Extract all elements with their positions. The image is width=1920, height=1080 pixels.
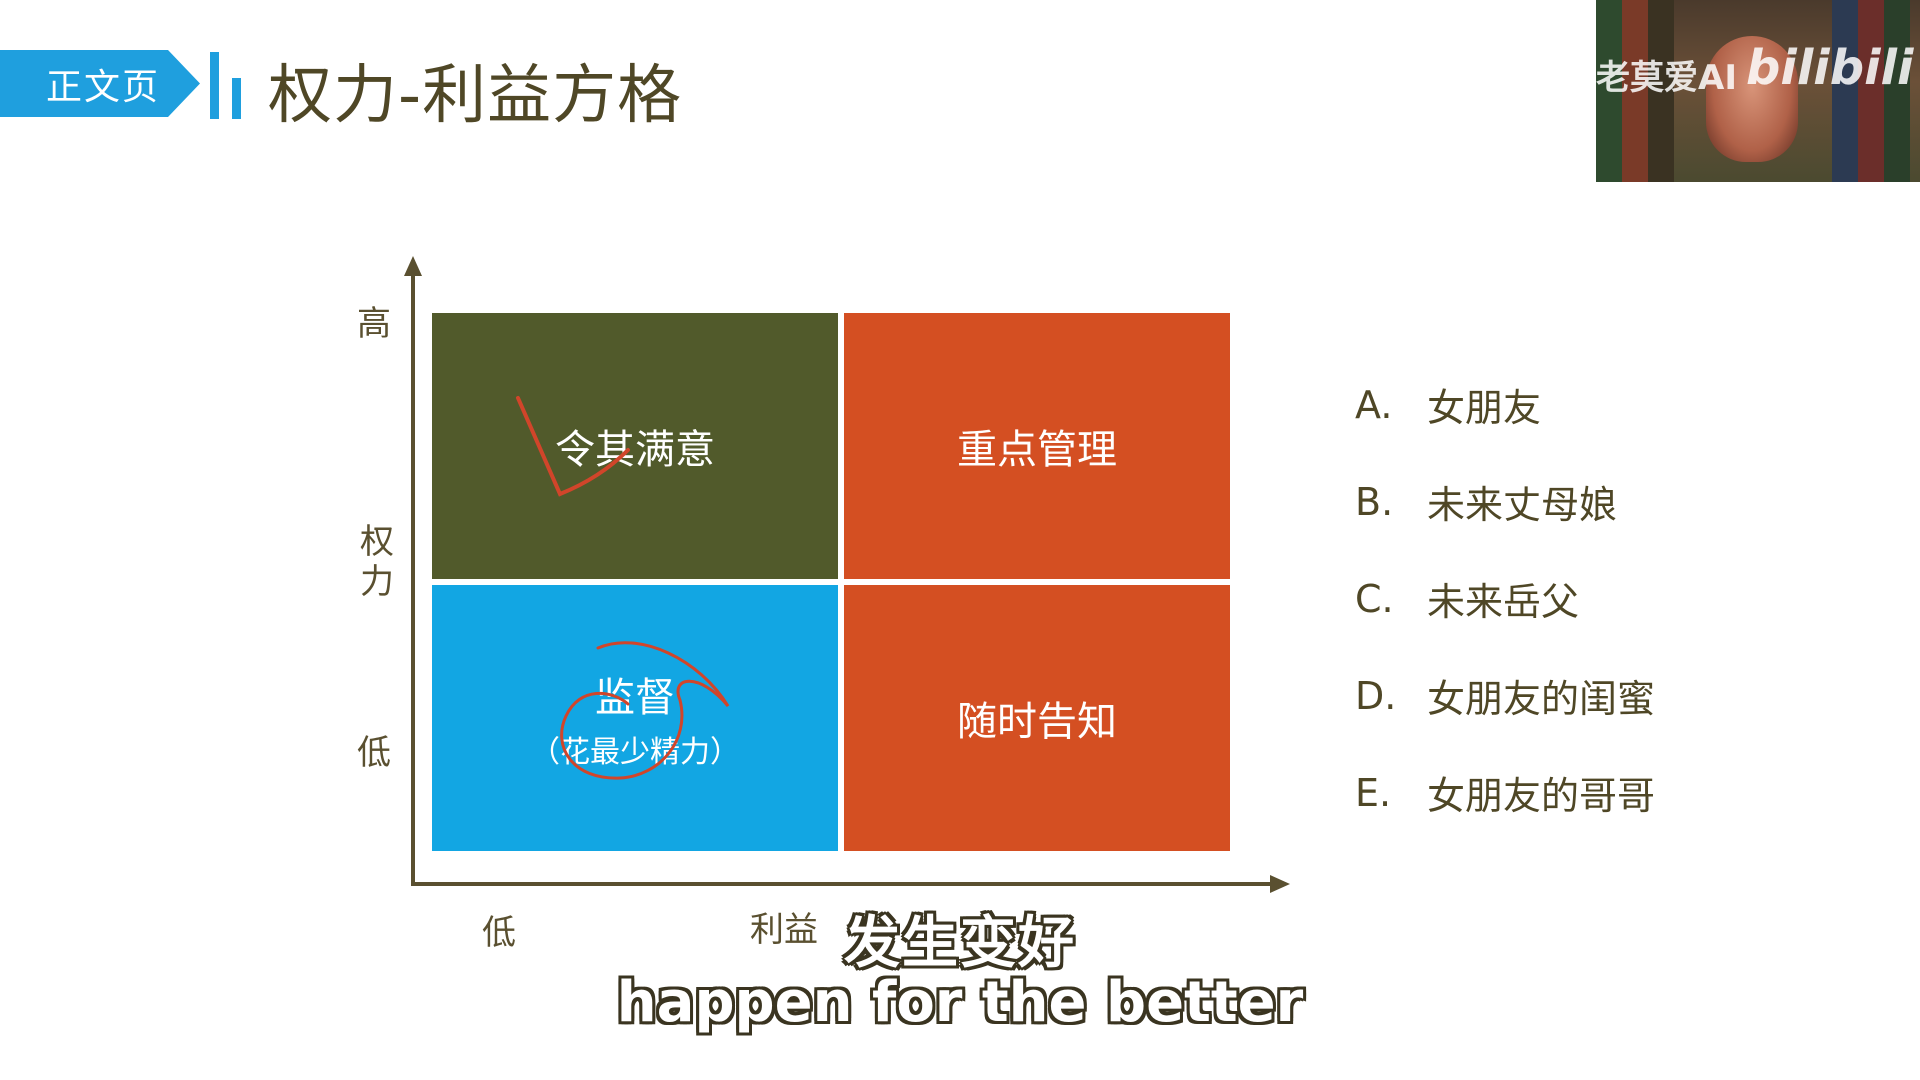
option-d: D. 女朋友的闺蜜 [1355, 647, 1655, 744]
subtitle-chinese: 发生变好 [844, 911, 1076, 976]
quadrant-keep-satisfied: 令其满意 [432, 313, 838, 579]
option-letter: D. [1355, 673, 1397, 718]
option-text: 女朋友 [1427, 386, 1542, 430]
quadrant-label: 监督 [595, 675, 675, 721]
quadrant-sublabel: （花最少精力） [530, 735, 740, 770]
option-text: 女朋友的哥哥 [1427, 774, 1656, 818]
option-a: A. 女朋友 [1355, 356, 1655, 453]
quadrant-label: 随时告知 [957, 699, 1117, 745]
quadrant-keep-informed: 随时告知 [844, 585, 1230, 851]
page-title: 权力-利益方格 [268, 59, 683, 133]
quadrant-label: 重点管理 [957, 427, 1117, 473]
option-text: 女朋友的闺蜜 [1427, 677, 1656, 721]
x-axis-arrow [1270, 875, 1290, 893]
option-letter: C. [1355, 576, 1394, 621]
presenter-face [1706, 36, 1798, 162]
x-axis-title: 利益 [750, 910, 818, 950]
y-axis-arrow [404, 256, 422, 276]
page-tag: 正文页 [0, 50, 200, 117]
watermark-text: 老莫爱AI [1596, 58, 1737, 98]
x-axis-low-label: 低 [482, 913, 516, 953]
title-accent-bar [210, 52, 219, 119]
option-letter: A. [1355, 382, 1393, 427]
quadrant-monitor: 监督 （花最少精力） [432, 585, 838, 851]
y-axis-high-label: 高 [357, 304, 391, 344]
title-accent-bar-short [232, 78, 241, 119]
webcam-overlay: 老莫爱AI bilibili [1596, 0, 1920, 182]
y-axis-low-label: 低 [357, 733, 391, 773]
option-c: C. 未来岳父 [1355, 550, 1655, 647]
quadrant-manage-closely: 重点管理 [844, 313, 1230, 579]
subtitle-english: happen for the better [616, 970, 1304, 1035]
option-text: 未来岳父 [1427, 580, 1580, 624]
option-letter: B. [1355, 479, 1394, 524]
bilibili-logo: bilibili [1746, 40, 1914, 96]
y-axis-title: 权力 [360, 522, 394, 602]
option-b: B. 未来丈母娘 [1355, 453, 1655, 550]
options-list: A. 女朋友 B. 未来丈母娘 C. 未来岳父 D. 女朋友的闺蜜 E. 女朋友… [1355, 356, 1655, 841]
option-text: 未来丈母娘 [1427, 483, 1618, 527]
option-letter: E. [1355, 770, 1392, 815]
option-e: E. 女朋友的哥哥 [1355, 744, 1655, 841]
quadrant-label: 令其满意 [555, 427, 715, 473]
